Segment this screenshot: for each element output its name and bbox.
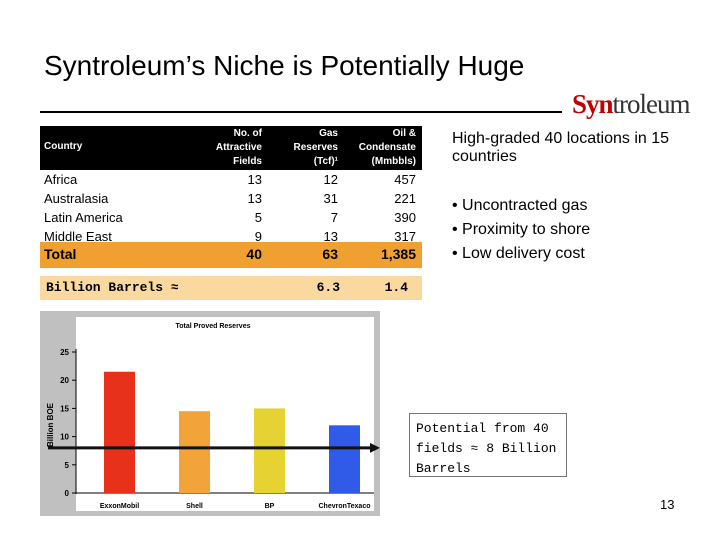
cell-fields: 5 xyxy=(254,210,262,225)
cell-gas: 7 xyxy=(330,210,338,225)
reserves-table: Country No. of Attractive Fields Gas Res… xyxy=(40,126,422,296)
bar-bp xyxy=(254,408,285,493)
y-tick-label: 10 xyxy=(60,433,69,442)
header-gas-1: Gas xyxy=(319,128,338,139)
header-fields-1: No. of xyxy=(233,128,262,139)
cell-country: Australasia xyxy=(44,191,109,206)
bar-exxonmobil xyxy=(104,371,135,493)
table-row: Australasia 13 31 221 xyxy=(40,190,422,209)
y-tick-label: 20 xyxy=(60,376,69,385)
table-row: Latin America 5 7 390 xyxy=(40,209,422,228)
header-oil-2: Condensate xyxy=(358,142,416,153)
page-number: 13 xyxy=(660,497,675,512)
header-gas-3: (Tcf)¹ xyxy=(313,156,338,167)
reference-arrow-head xyxy=(370,442,380,453)
cell-fields: 9 xyxy=(254,229,262,244)
logo-prefix: Syn xyxy=(572,89,614,119)
bullets-heading: High-graded 40 locations in 15 countries xyxy=(452,130,670,165)
cell-oil: 390 xyxy=(394,210,416,225)
total-row: Total 40 63 1,385 xyxy=(40,242,422,268)
key-points: High-graded 40 locations in 15 countries… xyxy=(452,130,692,266)
billion-oil: 1.4 xyxy=(384,280,408,295)
y-tick-label: 15 xyxy=(60,404,69,413)
y-axis-label: Billion BOE xyxy=(46,402,55,447)
table-body: Africa 13 12 457 Australasia 13 31 221 L… xyxy=(40,170,422,248)
cell-gas: 31 xyxy=(323,191,338,206)
bar-shell xyxy=(179,411,210,493)
x-tick-label: ChevronTexaco xyxy=(319,503,371,510)
cell-fields: 13 xyxy=(247,191,262,206)
x-tick-label: ExxonMobil xyxy=(100,503,139,510)
header-fields-3: Fields xyxy=(233,156,262,167)
cell-oil: 317 xyxy=(394,229,416,244)
reserves-bar-chart: Total Proved Reserves Billion BOE 0 5 10 15… xyxy=(40,311,380,516)
potential-callout: Potential from 40 fields ≈ 8 Billion Bar… xyxy=(409,413,567,477)
x-tick-label: BP xyxy=(265,503,275,510)
syntroleum-logo: Syntroleum xyxy=(572,89,691,120)
table-header: Country No. of Attractive Fields Gas Res… xyxy=(40,126,422,170)
y-tick-label: 0 xyxy=(65,489,70,498)
header-gas-2: Reserves xyxy=(293,142,338,153)
cell-country: Latin America xyxy=(44,210,123,225)
bullet-item: • Proximity to shore xyxy=(452,221,591,238)
total-label: Total xyxy=(44,246,77,262)
header-country: Country xyxy=(44,141,83,152)
cell-oil: 457 xyxy=(394,172,416,187)
table-row: Middle East 9 13 317 xyxy=(40,228,422,247)
billion-label: Billion Barrels ≈ xyxy=(46,280,179,295)
y-tick-label: 25 xyxy=(60,348,69,357)
x-tick-label: Shell xyxy=(186,503,203,510)
total-oil: 1,385 xyxy=(380,246,416,262)
y-tick-label: 5 xyxy=(65,461,70,470)
cell-gas: 13 xyxy=(323,229,338,244)
header-fields-2: Attractive xyxy=(215,142,262,153)
header-oil-3: (Mmbbls) xyxy=(371,156,416,167)
total-gas: 63 xyxy=(322,246,338,262)
cell-country: Middle East xyxy=(44,229,112,244)
billion-gas: 6.3 xyxy=(316,280,340,295)
cell-oil: 221 xyxy=(394,191,416,206)
billion-barrels-row: Billion Barrels ≈ 6.3 1.4 xyxy=(40,276,422,300)
cell-gas: 12 xyxy=(323,172,338,187)
bullet-list: • Uncontracted gas • Proximity to shore … xyxy=(452,194,692,266)
slide-title: Syntroleum’s Niche is Potentially Huge xyxy=(44,50,525,81)
chart-title: Total Proved Reserves xyxy=(176,323,251,330)
bullet-item: • Uncontracted gas xyxy=(452,197,588,214)
title-underline xyxy=(40,111,562,113)
cell-fields: 13 xyxy=(247,172,262,187)
header-oil-1: Oil & xyxy=(392,128,416,139)
bar-chevrontexaco xyxy=(329,425,360,493)
bullet-item: • Low delivery cost xyxy=(452,245,585,262)
total-fields: 40 xyxy=(246,246,262,262)
cell-country: Africa xyxy=(44,172,78,187)
logo-suffix: troleum xyxy=(612,89,691,119)
table-row: Africa 13 12 457 xyxy=(40,171,422,190)
